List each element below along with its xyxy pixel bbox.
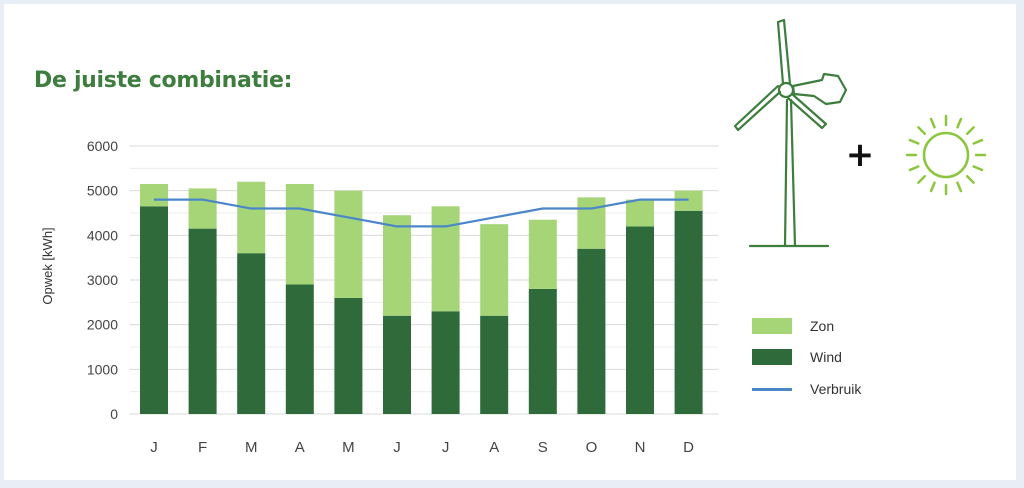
legend-label-zon: Zon xyxy=(810,318,835,334)
y-tick-label: 3000 xyxy=(87,272,118,288)
bar-wind xyxy=(140,206,168,414)
bar-wind xyxy=(577,248,606,414)
verbruik-line xyxy=(154,198,689,228)
bar-wind xyxy=(188,228,217,414)
x-tick-label: J xyxy=(150,439,158,456)
y-tick-label: 1000 xyxy=(87,361,118,377)
x-tick-label: O xyxy=(586,439,598,456)
x-tick-label: M xyxy=(245,439,258,456)
bar-wind xyxy=(285,284,314,414)
sun-disc xyxy=(922,131,970,179)
legend-swatch-wind xyxy=(752,349,792,365)
x-tick-label: A xyxy=(489,439,499,456)
x-tick-label: F xyxy=(198,439,207,456)
bar-zon xyxy=(383,215,411,316)
legend-swatch-verbruik xyxy=(752,388,792,391)
verbruik-line-group xyxy=(154,198,689,228)
bar-zon xyxy=(140,183,168,207)
bar-wind xyxy=(626,226,654,414)
bar-wind xyxy=(431,311,460,414)
bar-wind xyxy=(480,315,509,414)
bar-zon xyxy=(431,206,460,312)
y-tick-label: 5000 xyxy=(87,183,118,199)
legend-label-wind: Wind xyxy=(810,349,842,365)
x-tick-label: S xyxy=(538,439,548,456)
bars xyxy=(140,181,703,414)
sun-ray xyxy=(908,165,920,172)
bar-zon xyxy=(237,181,266,254)
bar-zon xyxy=(626,199,654,227)
y-tick-label: 6000 xyxy=(87,138,118,154)
bar-wind xyxy=(674,210,703,414)
x-tick-label: M xyxy=(342,439,355,456)
plus-sign: + xyxy=(845,135,875,175)
chart-title: De juiste combinatie: xyxy=(34,68,293,93)
bar-wind xyxy=(528,288,557,414)
x-tick-label: J xyxy=(393,439,401,456)
wind-turbine-icon xyxy=(733,18,848,248)
legend-swatch-zon xyxy=(752,318,792,334)
sun-ray xyxy=(929,117,936,129)
y-tick-label: 2000 xyxy=(87,317,118,333)
grid-lines xyxy=(130,145,718,415)
sun-ray xyxy=(917,174,927,184)
y-tick-label: 0 xyxy=(110,406,118,422)
sun-ray xyxy=(972,138,984,145)
chart-card xyxy=(4,4,1016,480)
bar-wind xyxy=(237,253,266,414)
sun-ray xyxy=(929,181,936,193)
bar-zon xyxy=(528,219,557,289)
sun-ray xyxy=(956,181,963,193)
sun-ray xyxy=(956,117,963,129)
bar-wind xyxy=(334,297,363,414)
bar-zon xyxy=(480,224,509,316)
sun-ray xyxy=(965,174,975,184)
x-tick-label: N xyxy=(635,439,646,456)
bar-wind xyxy=(383,315,411,414)
sun-ray xyxy=(965,126,975,136)
bar-zon xyxy=(674,190,703,211)
y-tick-labels: 0 1000 2000 3000 4000 5000 6000 xyxy=(87,138,118,422)
sun-icon xyxy=(905,114,987,196)
x-tick-label: D xyxy=(683,439,694,456)
x-tick-label: J xyxy=(442,439,450,456)
x-tick-label: A xyxy=(295,439,305,456)
legend-label-verbruik: Verbruik xyxy=(810,381,862,397)
sun-ray xyxy=(972,165,984,172)
bar-zon xyxy=(334,190,363,298)
bar-zon xyxy=(577,197,606,249)
sun-ray xyxy=(908,138,920,145)
y-axis-label: Opwek [kWh] xyxy=(40,227,55,304)
sun-ray xyxy=(917,126,927,136)
bar-zon xyxy=(188,188,217,229)
bar-zon xyxy=(285,183,314,285)
y-tick-label: 4000 xyxy=(87,227,118,243)
